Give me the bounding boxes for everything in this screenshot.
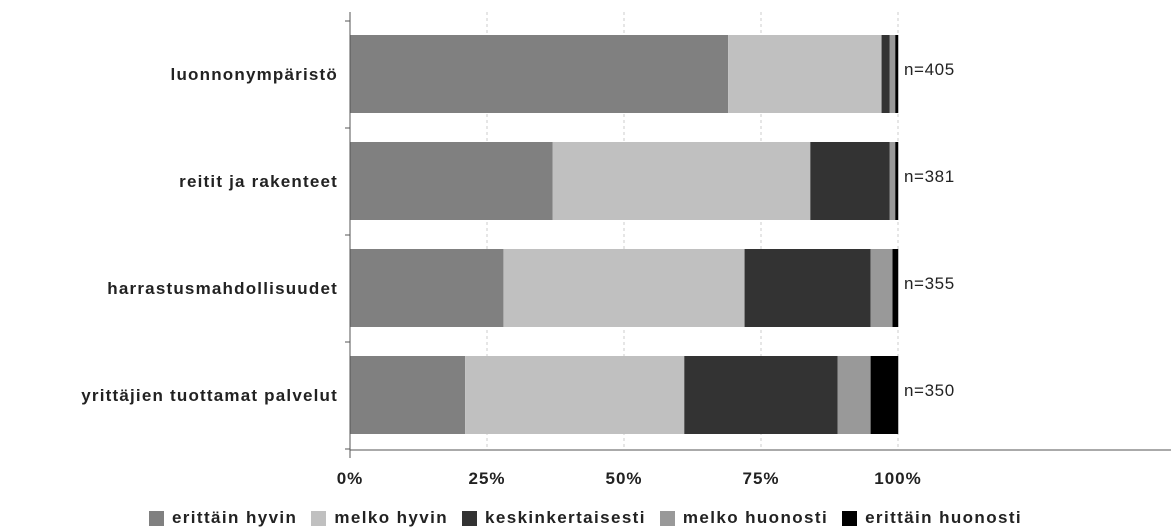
legend-swatch <box>659 510 675 526</box>
category-label: harrastusmahdollisuudet <box>107 279 338 298</box>
legend-item: erittäin hyvin <box>148 508 298 528</box>
bar-segment <box>889 142 896 220</box>
bar-segment <box>350 35 729 113</box>
legend-label: melko huonosti <box>682 508 829 527</box>
bar-segment <box>837 356 871 434</box>
n-label: n=381 <box>904 167 955 186</box>
legend-label: melko hyvin <box>334 508 449 527</box>
bar-segment <box>870 356 898 434</box>
n-label: n=405 <box>904 60 955 79</box>
bar-segment <box>728 35 882 113</box>
axes <box>345 12 1171 458</box>
legend-swatch <box>842 510 858 526</box>
legend-swatch <box>462 510 478 526</box>
stacked-bar-chart: 0% 25% 50% 75% 100% luonnonympäristö n=405 reit… <box>81 12 1171 488</box>
bar-segment <box>503 249 745 327</box>
bar-segment <box>552 142 811 220</box>
bar-segment <box>892 249 898 327</box>
bars <box>350 35 899 434</box>
labels: 0% 25% 50% 75% 100% luonnonympäristö n=405 reit… <box>81 60 955 488</box>
x-tick-label: 50% <box>605 469 642 488</box>
legend-swatch <box>148 510 164 526</box>
bar-segment <box>889 35 896 113</box>
bar-segment <box>350 356 466 434</box>
bar-segment <box>870 249 893 327</box>
x-tick-label: 25% <box>468 469 505 488</box>
legend-item: melko huonosti <box>659 508 829 528</box>
legend: erittäin hyvin melko hyvin keskinkertaises… <box>0 508 1171 528</box>
bar-segment <box>744 249 871 327</box>
n-label: n=355 <box>904 274 955 293</box>
n-label: n=350 <box>904 381 955 400</box>
bar-segment <box>895 35 898 113</box>
bar-segment <box>684 356 838 434</box>
bar-segment <box>881 35 890 113</box>
bar-segment <box>350 142 553 220</box>
bar-segment <box>895 142 898 220</box>
category-label: reitit ja rakenteet <box>179 172 338 191</box>
x-tick-label: 100% <box>874 469 921 488</box>
bar-segment <box>350 249 504 327</box>
legend-item: melko hyvin <box>311 508 448 528</box>
x-tick-label: 0% <box>337 469 364 488</box>
legend-swatch <box>311 510 327 526</box>
category-label: luonnonympäristö <box>171 65 338 84</box>
legend-label: erittäin hyvin <box>171 508 298 527</box>
bar-segment <box>465 356 685 434</box>
legend-item: keskinkertaisesti <box>462 508 646 528</box>
legend-label: keskinkertaisesti <box>485 508 646 527</box>
x-tick-label: 75% <box>742 469 779 488</box>
legend-label: erittäin huonosti <box>865 508 1023 527</box>
bar-segment <box>810 142 890 220</box>
category-label: yrittäjien tuottamat palvelut <box>81 386 338 405</box>
legend-item: erittäin huonosti <box>842 508 1022 528</box>
